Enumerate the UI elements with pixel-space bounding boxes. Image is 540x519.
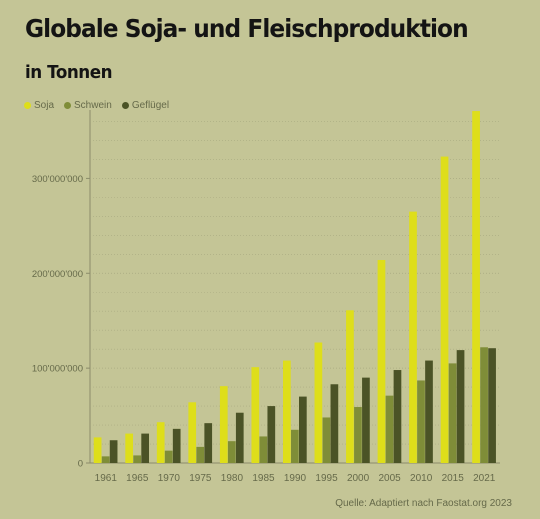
- legend-label-soja: Soja: [34, 100, 55, 111]
- legend-swatch-schwein: [64, 102, 72, 109]
- bar-soja-1961: [93, 437, 102, 463]
- bar-soja-2015: [440, 156, 449, 463]
- bar-gefluegel-1985: [267, 406, 276, 463]
- bar-gefluegel-1995: [330, 384, 339, 463]
- bar-gefluegel-2021: [488, 348, 496, 463]
- bar-schwein-1990: [291, 429, 299, 463]
- bar-gefluegel-2000: [362, 377, 370, 463]
- x-tick-label: 2015: [442, 473, 465, 484]
- x-tick-label: 2005: [378, 473, 401, 484]
- x-tick-label: 1975: [189, 473, 212, 484]
- bar-gefluegel-1965: [141, 433, 150, 463]
- x-tick-label: 1965: [126, 473, 149, 484]
- bar-soja-1970: [156, 422, 165, 463]
- legend-label-schwein: Schwein: [74, 100, 112, 111]
- bar-gefluegel-2010: [425, 360, 433, 463]
- x-tick-label: 1995: [315, 473, 338, 484]
- bar-gefluegel-2005: [393, 370, 402, 463]
- bar-soja-1995: [314, 342, 323, 463]
- bar-schwein-2000: [354, 407, 362, 463]
- bar-schwein-1985: [259, 436, 268, 463]
- legend-swatch-soja: [24, 102, 31, 109]
- x-tick-label: 1990: [284, 473, 307, 484]
- bar-gefluegel-1975: [204, 423, 213, 463]
- bar-schwein-2010: [417, 380, 425, 463]
- bar-schwein-1961: [101, 456, 110, 463]
- legend-swatch-gefluegel: [121, 102, 129, 109]
- x-tick-label: 1961: [95, 473, 118, 484]
- bar-gefluegel-1990: [299, 396, 307, 463]
- chart-title: Globale Soja- und Fleischproduktion: [25, 14, 469, 43]
- bar-schwein-2021: [480, 347, 488, 463]
- bar-soja-2021: [472, 111, 480, 463]
- bar-schwein-1970: [164, 450, 173, 463]
- legend-item-schwein: Schwein: [64, 100, 112, 111]
- y-tick-label: 100'000'000: [32, 364, 83, 375]
- bar-gefluegel-2015: [456, 350, 465, 463]
- bar-soja-2005: [377, 259, 386, 463]
- x-tick-label: 1970: [158, 473, 181, 484]
- bar-gefluegel-1961: [109, 440, 118, 463]
- source-note: Quelle: Adaptiert nach Faostat.org 2023: [335, 498, 512, 509]
- x-tick-label: 1980: [221, 473, 244, 484]
- chart-legend: Soja Schwein Geflügel: [24, 100, 169, 111]
- bar-soja-1990: [283, 360, 291, 463]
- x-tick-label: 2021: [473, 473, 496, 484]
- bar-schwein-1995: [322, 417, 331, 463]
- bar-schwein-1980: [227, 441, 236, 463]
- y-tick-label: 300'000'000: [32, 174, 83, 185]
- bar-gefluegel-1970: [172, 428, 181, 463]
- bar-gefluegel-1980: [235, 412, 244, 463]
- bar-schwein-1975: [196, 446, 205, 463]
- legend-item-gefluegel: Geflügel: [121, 100, 170, 111]
- bar-soja-1980: [219, 386, 228, 463]
- bar-schwein-1965: [133, 455, 142, 463]
- y-tick-label: 200'000'000: [32, 269, 83, 280]
- bar-schwein-2015: [448, 363, 457, 463]
- bar-soja-1985: [251, 367, 260, 463]
- x-tick-label: 2000: [347, 473, 370, 484]
- y-tick-label: 0: [78, 459, 83, 470]
- x-tick-label: 1985: [252, 473, 275, 484]
- bar-schwein-2005: [385, 395, 394, 463]
- legend-item-soja: Soja: [24, 100, 54, 111]
- bar-soja-1965: [125, 433, 134, 463]
- chart-subtitle: in Tonnen: [25, 62, 113, 83]
- bar-soja-2000: [346, 310, 354, 463]
- legend-label-gefluegel: Geflügel: [131, 100, 170, 111]
- bar-soja-1975: [188, 402, 197, 463]
- x-tick-label: 2010: [410, 473, 433, 484]
- bar-soja-2010: [409, 211, 417, 463]
